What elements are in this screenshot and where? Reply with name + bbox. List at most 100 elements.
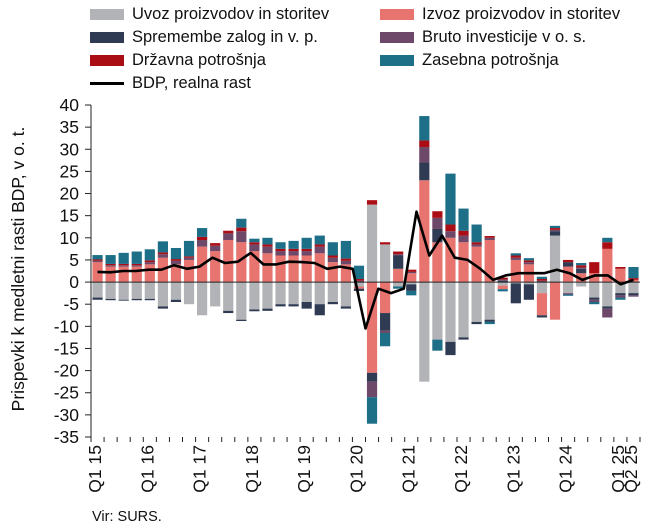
bar-imports: [236, 282, 247, 320]
bar-imports: [615, 282, 626, 294]
legend-label-exports: Izvoz proizvodov in storitev: [422, 5, 621, 23]
y-tick-label: 35: [60, 117, 79, 137]
bar-government: [419, 140, 430, 148]
bar-inventories: [353, 288, 365, 291]
bar-private: [419, 116, 430, 141]
bar-investment: [197, 240, 208, 247]
bar-investment: [406, 271, 417, 274]
bar-investment: [380, 330, 391, 333]
bar-inventories: [301, 301, 312, 309]
legend-swatch-investment: [380, 32, 414, 43]
bar-private: [314, 235, 325, 245]
bar-exports: [432, 242, 443, 283]
bar-private: [249, 238, 260, 243]
bar-inventories: [118, 299, 129, 301]
bar-investment: [262, 246, 273, 254]
bar-private: [406, 290, 417, 296]
bar-government: [471, 242, 482, 245]
bar-inventories: [327, 301, 338, 305]
bar-imports: [576, 282, 587, 287]
bar-government: [327, 255, 338, 258]
legend-swatch-exports: [380, 9, 414, 20]
bar-exports: [549, 282, 561, 320]
bar-imports: [262, 282, 273, 309]
legend-label-inventories: Spremembe zalog in v. p.: [132, 28, 318, 46]
bar-private: [144, 249, 155, 261]
bar-government: [523, 260, 534, 263]
bar-investment: [144, 262, 155, 265]
legend-item-gdp: BDP, realna rast: [90, 74, 251, 93]
bar-private: [549, 225, 561, 229]
bar-exports: [445, 237, 456, 283]
x-tick-label: Q1 24: [556, 445, 576, 493]
bar-exports: [380, 282, 391, 314]
bar-investment: [615, 295, 626, 298]
bar-private: [471, 224, 482, 243]
bar-investment: [105, 265, 116, 267]
bar-inventories: [366, 372, 378, 382]
y-tick-label: 5: [69, 250, 79, 270]
y-tick-label: 25: [60, 161, 79, 181]
bar-exports: [288, 255, 299, 283]
bar-private: [497, 289, 508, 292]
bar-private: [628, 267, 639, 279]
bar-investment: [458, 235, 469, 243]
legend-swatch-inventories: [90, 32, 124, 43]
bar-imports: [327, 282, 338, 302]
bar-imports: [301, 282, 312, 302]
bar-inventories: [249, 309, 260, 312]
bar-imports: [210, 282, 221, 307]
bar-government: [262, 244, 273, 247]
legend-label-investment: Bruto investicije v o. s.: [422, 28, 587, 46]
bar-inventories: [445, 341, 456, 356]
bar-investment: [484, 237, 495, 241]
bar-investment: [510, 257, 521, 260]
bar-imports: [105, 282, 116, 299]
bar-investment: [340, 260, 351, 265]
bar-exports: [497, 285, 508, 290]
bar-government: [314, 244, 325, 247]
bar-exports: [170, 264, 182, 283]
bar-investment: [628, 295, 639, 297]
bar-inventories: [615, 293, 626, 296]
bar-inventories: [563, 262, 574, 267]
bar-exports: [340, 264, 351, 283]
bar-government: [615, 267, 626, 269]
y-tick-label: -20: [54, 361, 80, 381]
bar-investment: [327, 257, 338, 263]
bar-government: [393, 251, 404, 255]
bar-imports: [419, 282, 430, 382]
bar-inventories: [144, 298, 155, 301]
y-tick-label: 30: [60, 139, 80, 159]
bar-exports: [406, 273, 417, 283]
bar-exports: [262, 253, 273, 283]
x-tick-label: Q1 15: [85, 445, 105, 493]
y-tick-label: -5: [63, 294, 79, 314]
bar-exports: [536, 293, 548, 316]
bar-government: [301, 248, 312, 252]
y-tick-label: 0: [69, 272, 79, 292]
bar-investment: [589, 299, 600, 302]
bar-imports: [314, 282, 325, 305]
x-tick-label: Q1 18: [242, 445, 262, 493]
bar-private: [131, 251, 142, 264]
bar-investment: [536, 280, 548, 283]
bar-imports: [589, 282, 600, 298]
bar-imports: [92, 282, 103, 298]
bar-private: [170, 247, 182, 260]
bar-inventories: [314, 304, 325, 316]
bar-imports: [380, 244, 391, 283]
bar-private: [576, 263, 587, 266]
bar-government: [236, 227, 247, 232]
legend-swatch-government: [90, 55, 124, 66]
bar-government: [210, 243, 221, 246]
bar-imports: [393, 282, 404, 287]
bar-imports: [223, 282, 234, 311]
bar-imports: [497, 282, 508, 286]
bar-inventories: [602, 306, 613, 309]
bar-private: [105, 255, 116, 264]
bar-imports: [183, 282, 195, 305]
bar-private: [510, 253, 521, 256]
bar-government: [223, 230, 234, 234]
bar-government: [144, 260, 155, 263]
